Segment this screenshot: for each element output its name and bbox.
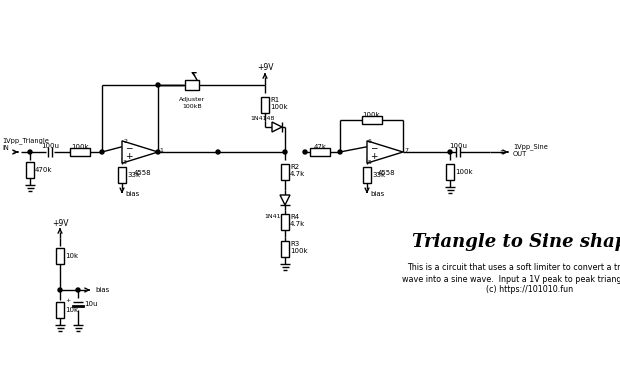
Text: 4.7k: 4.7k	[290, 171, 305, 177]
Text: 6: 6	[368, 139, 372, 144]
Text: (c) https://101010.fun: (c) https://101010.fun	[487, 285, 574, 294]
Text: 1: 1	[159, 147, 163, 152]
Text: +9V: +9V	[51, 218, 68, 227]
Circle shape	[76, 288, 80, 292]
Bar	[446, 164, 454, 180]
Text: 100k: 100k	[363, 112, 380, 118]
Text: 100k: 100k	[270, 104, 288, 110]
Text: +: +	[66, 298, 71, 303]
Text: 1Vpp_Sine: 1Vpp_Sine	[513, 144, 548, 151]
Text: bias: bias	[95, 287, 109, 293]
Text: 4558: 4558	[133, 170, 151, 176]
Polygon shape	[272, 122, 282, 132]
Text: wave into a sine wave.  Input a 1V peak to peak triangle signal.: wave into a sine wave. Input a 1V peak t…	[402, 275, 620, 284]
Text: 470k: 470k	[35, 167, 53, 173]
Circle shape	[303, 150, 307, 154]
Text: bias: bias	[370, 191, 384, 197]
Circle shape	[448, 150, 452, 154]
Bar	[361, 116, 381, 124]
Text: 100kB: 100kB	[182, 103, 202, 108]
Text: 1N4148: 1N4148	[265, 215, 289, 220]
Text: R1: R1	[270, 97, 279, 103]
Bar	[281, 164, 289, 180]
Text: R2: R2	[290, 164, 299, 170]
Text: −: −	[125, 143, 133, 152]
Text: 1Vpp_Triangle: 1Vpp_Triangle	[2, 138, 49, 144]
Bar	[261, 97, 269, 113]
Circle shape	[156, 83, 160, 87]
Bar	[118, 167, 126, 183]
Text: 5: 5	[368, 160, 372, 165]
Circle shape	[338, 150, 342, 154]
Bar	[56, 302, 64, 318]
Text: R3: R3	[290, 241, 299, 247]
Text: +: +	[370, 152, 378, 161]
Text: 10k: 10k	[65, 253, 78, 259]
Polygon shape	[280, 195, 290, 205]
Circle shape	[58, 288, 62, 292]
Bar	[70, 148, 90, 156]
Text: 100k: 100k	[290, 248, 308, 254]
Polygon shape	[367, 141, 403, 163]
Text: 2: 2	[123, 139, 127, 144]
Text: 47k: 47k	[314, 144, 327, 150]
Text: This is a circuit that uses a soft limiter to convert a triangular: This is a circuit that uses a soft limit…	[407, 264, 620, 273]
Text: Triangle to Sine shaper: Triangle to Sine shaper	[412, 233, 620, 251]
Text: +9V: +9V	[257, 64, 273, 73]
Text: 100k: 100k	[455, 169, 472, 175]
Text: R4: R4	[290, 214, 299, 220]
Circle shape	[283, 150, 287, 154]
Text: 100k: 100k	[71, 144, 89, 150]
Bar	[185, 80, 199, 90]
Text: 10u: 10u	[84, 301, 97, 307]
Text: 100u: 100u	[41, 143, 59, 149]
Circle shape	[100, 150, 104, 154]
Polygon shape	[122, 141, 158, 163]
Bar	[56, 248, 64, 264]
Text: Adjuster: Adjuster	[179, 98, 205, 103]
Circle shape	[28, 150, 32, 154]
Text: 100u: 100u	[449, 143, 467, 149]
Text: 33k: 33k	[372, 172, 385, 178]
Bar	[281, 241, 289, 257]
Text: 1N4148: 1N4148	[251, 115, 275, 121]
Bar	[26, 162, 34, 178]
Bar	[281, 214, 289, 230]
Text: +: +	[125, 152, 133, 161]
Circle shape	[216, 150, 220, 154]
Text: 1: 1	[11, 149, 15, 154]
Text: 4558: 4558	[378, 170, 396, 176]
Text: −: −	[370, 143, 378, 152]
Circle shape	[156, 150, 160, 154]
Bar	[363, 167, 371, 183]
Text: 10k: 10k	[65, 307, 78, 313]
Text: 3: 3	[123, 160, 127, 165]
Text: OUT: OUT	[513, 151, 527, 157]
Bar	[310, 148, 330, 156]
Text: 33k: 33k	[127, 172, 140, 178]
Text: 1: 1	[499, 149, 503, 154]
Text: 4.7k: 4.7k	[290, 221, 305, 227]
Text: IN: IN	[2, 145, 9, 151]
Text: bias: bias	[125, 191, 140, 197]
Text: 7: 7	[404, 147, 408, 152]
